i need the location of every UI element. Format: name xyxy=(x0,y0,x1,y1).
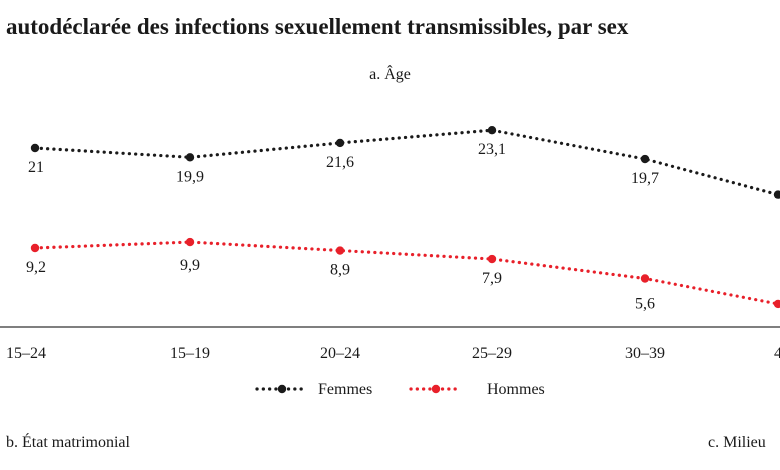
data-label: 5,6 xyxy=(635,296,655,313)
x-tick-label: 15–19 xyxy=(170,345,210,362)
x-tick-label: 30–39 xyxy=(625,345,665,362)
data-point xyxy=(30,243,40,253)
data-point xyxy=(335,246,345,255)
data-point xyxy=(335,138,345,148)
data-label: 23,1 xyxy=(478,141,506,158)
data-label: 9,2 xyxy=(26,259,46,276)
data-point xyxy=(487,254,497,264)
data-point xyxy=(640,274,650,283)
data-label: 21,6 xyxy=(326,154,354,171)
legend-label: Hommes xyxy=(487,381,545,398)
data-label: 9,9 xyxy=(180,257,200,274)
x-tick-label: 4 xyxy=(774,345,780,362)
x-tick-label: 20–24 xyxy=(320,345,360,362)
data-point xyxy=(640,154,650,164)
series-line-hommes xyxy=(33,240,780,306)
x-tick-label: 25–29 xyxy=(472,345,512,362)
panel-a-label: a. Âge xyxy=(369,66,411,83)
data-point xyxy=(773,190,780,199)
data-point xyxy=(185,237,195,247)
series-line-femmes xyxy=(33,128,780,197)
data-label: 21 xyxy=(28,159,44,176)
legend-marker xyxy=(431,384,441,394)
data-label: 19,7 xyxy=(631,170,659,187)
data-point xyxy=(487,126,497,135)
data-label: 19,9 xyxy=(176,168,204,185)
data-point xyxy=(773,299,780,309)
chart-title: e autodéclarée des infections sexuelleme… xyxy=(0,14,629,39)
data-label: 8,9 xyxy=(330,262,350,279)
data-point xyxy=(30,143,40,153)
panel-c-label: c. Milieu xyxy=(708,434,766,451)
data-label: 7,9 xyxy=(482,270,502,287)
legend-marker xyxy=(277,384,287,394)
panel-b-label: b. État matrimonial xyxy=(6,434,130,451)
x-tick-label: 15–24 xyxy=(6,345,46,362)
data-point xyxy=(185,153,195,162)
legend-label: Femmes xyxy=(318,381,372,398)
